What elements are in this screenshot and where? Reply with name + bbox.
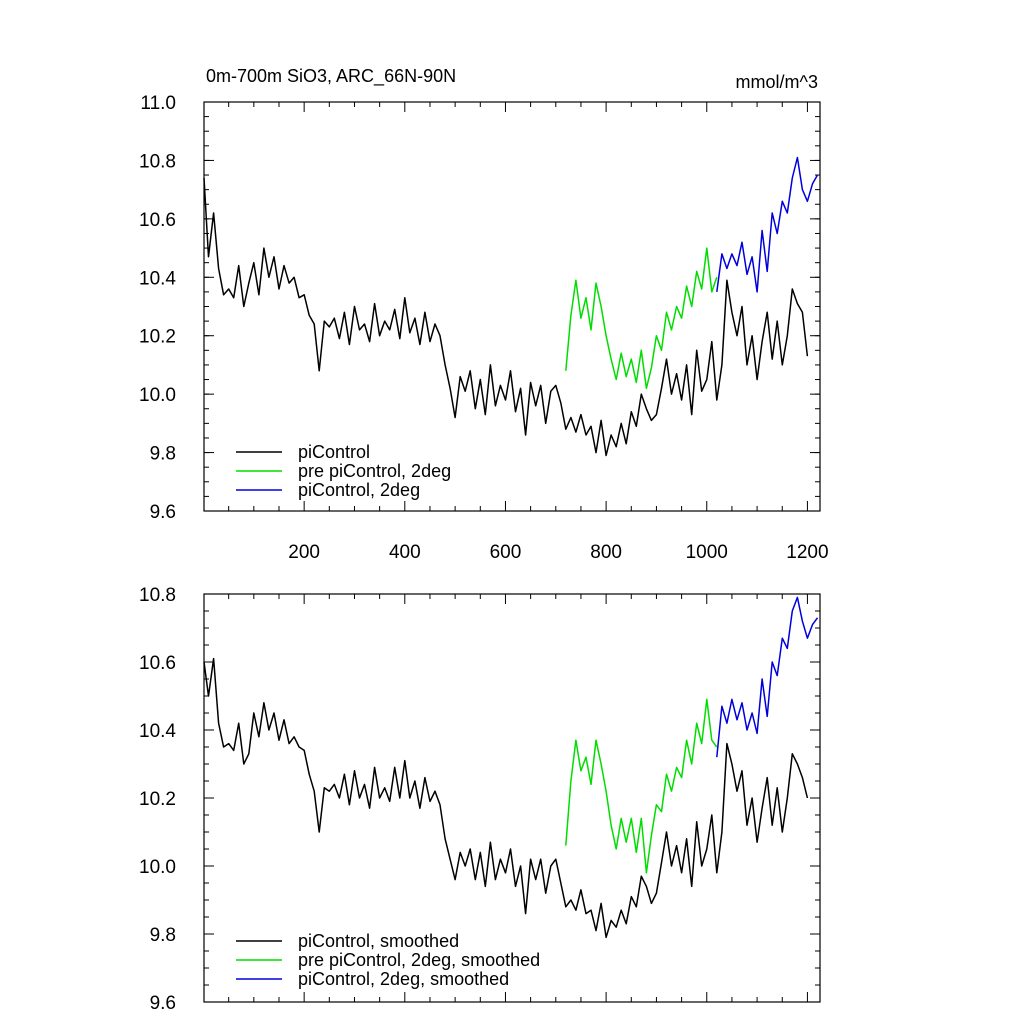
x-tick-label: 800: [590, 542, 622, 563]
top-panel: 9.6 9.8 10.0 10.2 10.4 10.6 10.8 11.0 200 400 600 8…: [139, 66, 829, 563]
y-tick-label: 10.4: [139, 721, 176, 742]
legend-label-1: pre piControl, 2deg, smoothed: [298, 950, 540, 970]
series-line-0: [203, 177, 809, 457]
units-label: mmol/m^3: [736, 72, 818, 92]
series-line-1: [565, 247, 718, 390]
bottom-panel: 9.6 9.8 10.0 10.2 10.4 10.6 10.8 piControl, smo…: [139, 585, 821, 1014]
legend-label-0: piControl, smoothed: [298, 931, 459, 951]
y-tick-label: 10.8: [139, 151, 176, 172]
legend-label-2: piControl, 2deg, smoothed: [298, 969, 509, 989]
x-tick-label: 1200: [786, 542, 828, 563]
x-tick-label: 400: [389, 542, 421, 563]
y-tick-label: 11.0: [140, 93, 176, 114]
legend-label-0: piControl: [298, 442, 370, 462]
x-tick-label: 200: [288, 542, 320, 563]
chart-title: 0m-700m SiO3, ARC_66N-90N: [206, 66, 456, 87]
x-tick-label: 600: [490, 542, 522, 563]
y-tick-label: 9.8: [150, 444, 176, 465]
series-line-2: [716, 596, 819, 758]
y-tick-label: 10.0: [139, 857, 176, 878]
y-tick-label: 10.2: [139, 327, 176, 348]
series-line-0: [203, 657, 809, 939]
legend-label-2: piControl, 2deg: [298, 480, 420, 500]
y-tick-label: 10.8: [139, 585, 176, 606]
series-line-2: [716, 156, 819, 293]
y-tick-label: 9.8: [150, 925, 176, 946]
y-tick-label: 10.2: [139, 789, 176, 810]
y-tick-label: 9.6: [150, 502, 176, 523]
legend-label-1: pre piControl, 2deg: [298, 461, 451, 481]
plot-frame: [203, 101, 821, 512]
y-tick-label: 10.0: [139, 385, 176, 406]
y-tick-label: 9.6: [150, 993, 176, 1014]
series-line-1: [565, 698, 718, 874]
y-tick-label: 10.4: [139, 268, 176, 289]
x-tick-label: 1000: [686, 542, 728, 563]
plot-frame: [203, 593, 821, 1003]
y-tick-label: 10.6: [139, 653, 176, 674]
y-tick-label: 10.6: [139, 210, 176, 231]
